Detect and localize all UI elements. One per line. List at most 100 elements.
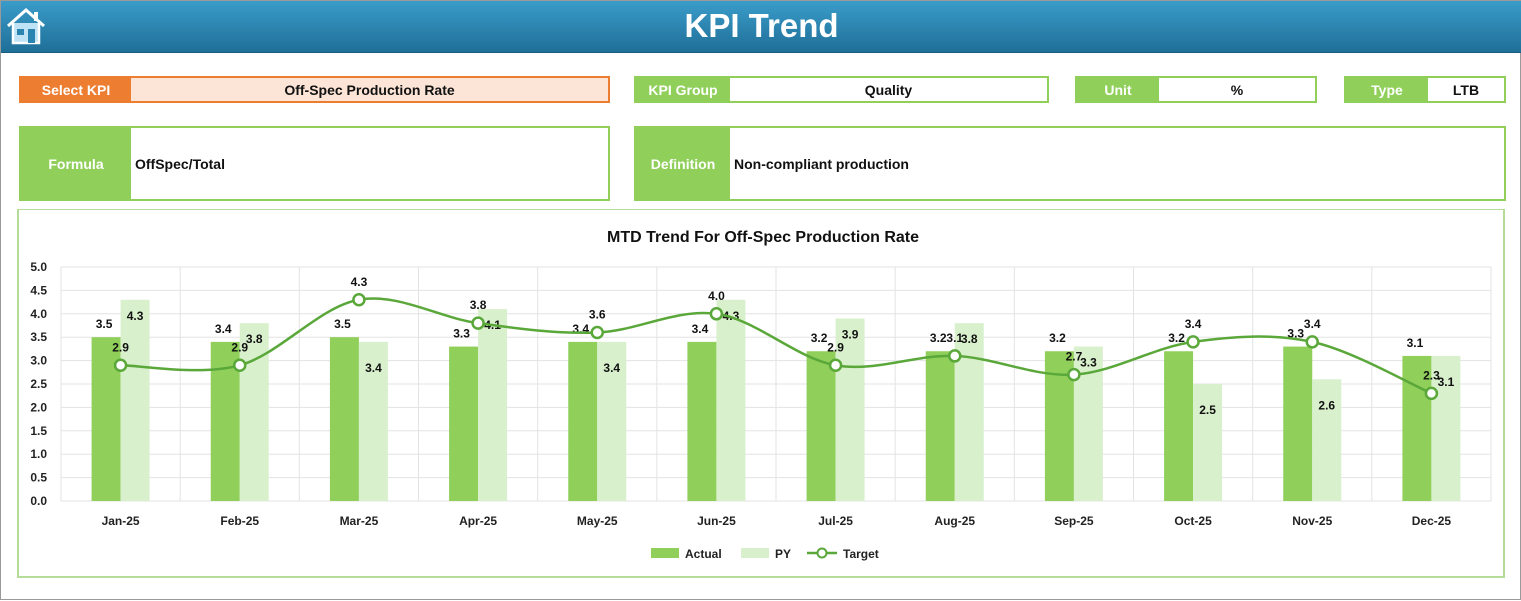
x-tick-label: Jan-25: [102, 514, 140, 528]
bar-py: [239, 323, 269, 501]
chart-title: MTD Trend For Off-Spec Production Rate: [607, 229, 919, 246]
definition-value: Non-compliant production: [734, 155, 909, 172]
data-label-py: 3.4: [603, 361, 620, 375]
select-kpi-label: Select KPI: [21, 78, 131, 101]
legend-label: Target: [843, 547, 879, 561]
y-tick-label: 2.0: [30, 400, 47, 414]
data-label-target: 3.8: [470, 298, 487, 312]
type-label: Type: [1346, 78, 1428, 101]
y-tick-label: 5.0: [30, 260, 47, 274]
data-label-py: 3.8: [246, 332, 263, 346]
page-title: KPI Trend: [684, 7, 839, 44]
legend-marker-target: [816, 547, 828, 559]
data-label-actual: 3.3: [453, 327, 470, 341]
y-tick-label: 4.5: [30, 283, 47, 297]
formula-field: Formula OffSpec/Total: [19, 126, 610, 201]
bar-py: [478, 309, 508, 501]
bar-py: [954, 323, 984, 501]
kpi-group-label: KPI Group: [636, 78, 730, 101]
legend-swatch-py: [741, 548, 769, 558]
data-label-py: 3.4: [365, 361, 382, 375]
header-bar: KPI Trend: [1, 1, 1521, 53]
target-marker: [1067, 367, 1081, 382]
data-label-py: 3.1: [1438, 375, 1455, 389]
bar-py: [120, 299, 150, 501]
y-tick-label: 3.5: [30, 330, 47, 344]
select-kpi-dropdown[interactable]: Off-Spec Production Rate: [284, 81, 455, 98]
definition-label: Definition: [636, 128, 730, 199]
target-marker: [709, 307, 724, 321]
formula-label: Formula: [21, 128, 131, 199]
data-label-target: 2.9: [827, 340, 844, 354]
x-tick-label: May-25: [577, 514, 618, 528]
bar-actual: [925, 351, 955, 501]
data-label-actual: 3.3: [1287, 327, 1304, 341]
data-label-target: 2.9: [231, 340, 248, 354]
bar-actual: [687, 341, 717, 501]
bar-py: [716, 299, 746, 501]
data-label-target: 2.7: [1066, 350, 1083, 364]
x-tick-label: Oct-25: [1174, 514, 1212, 528]
x-tick-label: Dec-25: [1412, 514, 1452, 528]
data-label-actual: 3.4: [692, 322, 709, 336]
unit-field: Unit %: [1075, 76, 1317, 103]
legend-label: PY: [775, 547, 791, 561]
data-label-actual: 3.2: [811, 331, 828, 345]
target-marker: [233, 358, 247, 373]
x-tick-label: Apr-25: [459, 514, 497, 528]
data-label-py: 4.3: [127, 309, 144, 323]
x-tick-label: Sep-25: [1054, 514, 1094, 528]
data-label-actual: 3.2: [1168, 331, 1185, 345]
bar-actual: [1402, 355, 1432, 501]
data-label-target: 4.0: [708, 289, 725, 303]
target-line: [120, 297, 1432, 395]
chart-container: [17, 209, 1505, 578]
y-tick-label: 1.0: [30, 447, 47, 461]
unit-label: Unit: [1077, 78, 1159, 101]
data-label-py: 2.5: [1199, 403, 1216, 417]
y-tick-label: 1.5: [30, 424, 47, 438]
bar-actual: [1283, 346, 1313, 501]
bar-actual: [806, 351, 836, 501]
data-label-target: 3.6: [589, 308, 606, 322]
bar-actual: [449, 346, 479, 501]
x-tick-label: Feb-25: [220, 514, 259, 528]
x-tick-label: Nov-25: [1292, 514, 1332, 528]
target-marker: [352, 293, 366, 307]
data-label-actual: 3.5: [96, 317, 113, 331]
target-marker: [471, 316, 485, 330]
bar-py: [597, 341, 627, 501]
kpi-group-value: Quality: [864, 81, 913, 98]
select-kpi-field[interactable]: Select KPI Off-Spec Production Rate: [19, 76, 610, 103]
data-label-py: 3.3: [1080, 356, 1097, 370]
data-label-target: 4.3: [351, 275, 368, 289]
y-tick-label: 4.0: [30, 307, 47, 321]
bar-actual: [329, 337, 359, 501]
home-icon[interactable]: [5, 5, 47, 47]
target-marker: [1186, 335, 1200, 349]
type-field: Type LTB: [1344, 76, 1506, 103]
data-label-py: 2.6: [1318, 398, 1335, 412]
data-label-actual: 3.1: [1407, 336, 1424, 350]
target-marker: [590, 325, 604, 340]
data-label-actual: 3.2: [1049, 331, 1066, 345]
bar-py: [1312, 379, 1342, 501]
data-label-target: 2.3: [1423, 368, 1440, 382]
data-label-target: 2.9: [112, 340, 129, 354]
data-label-actual: 3.5: [334, 317, 351, 331]
bar-py: [1193, 384, 1223, 501]
target-marker: [828, 358, 843, 373]
legend-swatch-actual: [651, 548, 679, 558]
data-label-target: 3.4: [1185, 317, 1202, 331]
target-marker: [113, 358, 128, 373]
formula-value: OffSpec/Total: [135, 155, 225, 172]
bar-py: [358, 341, 388, 501]
bar-actual: [568, 341, 598, 501]
bar-actual: [1164, 351, 1194, 501]
bar-py: [835, 318, 865, 501]
target-marker: [948, 349, 962, 363]
x-tick-label: Mar-25: [340, 514, 379, 528]
y-tick-label: 0.0: [30, 494, 47, 508]
data-label-py: 3.9: [842, 327, 859, 341]
